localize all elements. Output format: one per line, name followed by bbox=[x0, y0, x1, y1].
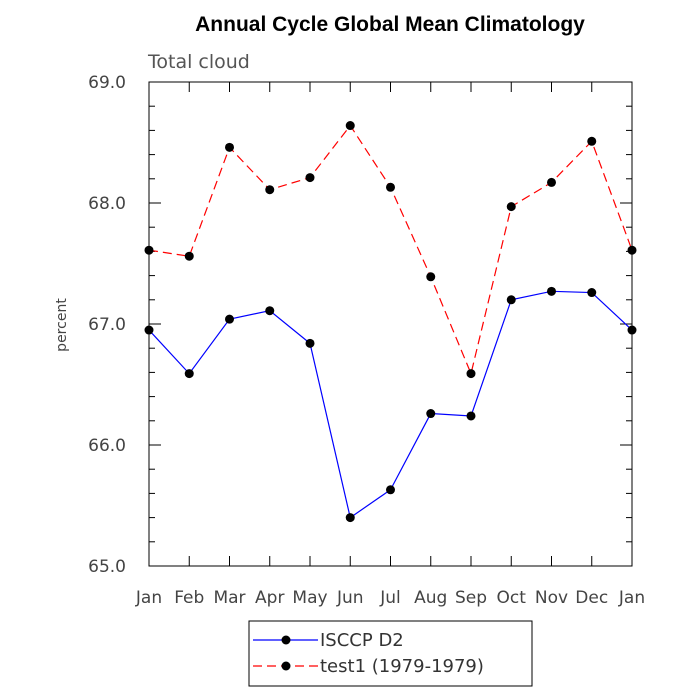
y-tick-labels: 65.0 66.0 67.0 68.0 69.0 bbox=[88, 73, 126, 577]
x-tick-label: Apr bbox=[255, 588, 284, 608]
legend-label: ISCCP D2 bbox=[320, 630, 404, 651]
x-tick-label: May bbox=[292, 588, 327, 608]
data-point bbox=[144, 325, 154, 335]
x-tick-label: Oct bbox=[497, 588, 527, 608]
legend-box bbox=[248, 620, 533, 687]
data-point bbox=[345, 513, 355, 523]
data-point bbox=[386, 485, 395, 495]
x-tick-label: Mar bbox=[213, 588, 245, 608]
series-line bbox=[148, 124, 633, 376]
y-tick-label: 69.0 bbox=[88, 73, 126, 93]
x-tick-label: Feb bbox=[174, 588, 204, 608]
series-line bbox=[148, 290, 633, 519]
chart-title: Annual Cycle Global Mean Climatology bbox=[195, 13, 585, 36]
data-point bbox=[305, 338, 315, 348]
y-tick-label: 68.0 bbox=[88, 194, 126, 214]
data-point bbox=[144, 245, 154, 255]
data-point bbox=[225, 142, 234, 152]
axis-ticks bbox=[148, 81, 633, 567]
data-point bbox=[627, 245, 637, 255]
x-tick-label: Jan bbox=[135, 588, 162, 608]
data-point bbox=[184, 251, 194, 261]
data-point bbox=[627, 325, 637, 335]
x-tick-label: Aug bbox=[414, 588, 447, 608]
data-point bbox=[265, 185, 275, 195]
legend-label: test1 (1979-1979) bbox=[320, 656, 484, 677]
data-point bbox=[386, 182, 395, 192]
data-point bbox=[506, 295, 516, 305]
legend-marker bbox=[281, 661, 291, 671]
y-tick-label: 66.0 bbox=[88, 436, 126, 456]
data-point bbox=[466, 369, 476, 379]
data-point bbox=[547, 177, 556, 187]
data-point bbox=[305, 173, 315, 183]
series-2 bbox=[144, 121, 637, 379]
y-tick-label: 67.0 bbox=[88, 315, 126, 335]
series-layer bbox=[144, 121, 637, 523]
x-tick-label: Jan bbox=[618, 588, 645, 608]
x-tick-label: Sep bbox=[455, 588, 487, 608]
data-point bbox=[466, 411, 476, 421]
series-1 bbox=[144, 286, 637, 523]
data-point bbox=[426, 272, 436, 282]
y-tick-label: 65.0 bbox=[88, 557, 126, 577]
data-point bbox=[506, 202, 516, 212]
data-point bbox=[426, 409, 436, 419]
x-tick-label: Jul bbox=[379, 588, 401, 608]
x-tick-label: Dec bbox=[575, 588, 608, 608]
y-axis-label: percent bbox=[54, 298, 70, 352]
data-point bbox=[587, 136, 597, 146]
data-point bbox=[225, 314, 234, 324]
data-point bbox=[547, 286, 556, 296]
chart-subtitle: Total cloud bbox=[147, 51, 250, 73]
data-point bbox=[184, 369, 194, 379]
x-tick-label: Jun bbox=[336, 588, 364, 608]
x-tick-labels: Jan Feb Mar Apr May Jun Jul Aug Sep Oct Nov Dec Jan bbox=[135, 588, 645, 608]
data-point bbox=[345, 121, 355, 131]
legend: ISCCP D2 test1 (1979-1979) bbox=[248, 620, 533, 687]
data-point bbox=[265, 306, 275, 316]
legend-marker bbox=[281, 635, 291, 645]
data-point bbox=[587, 288, 597, 298]
x-tick-label: Nov bbox=[535, 588, 568, 608]
